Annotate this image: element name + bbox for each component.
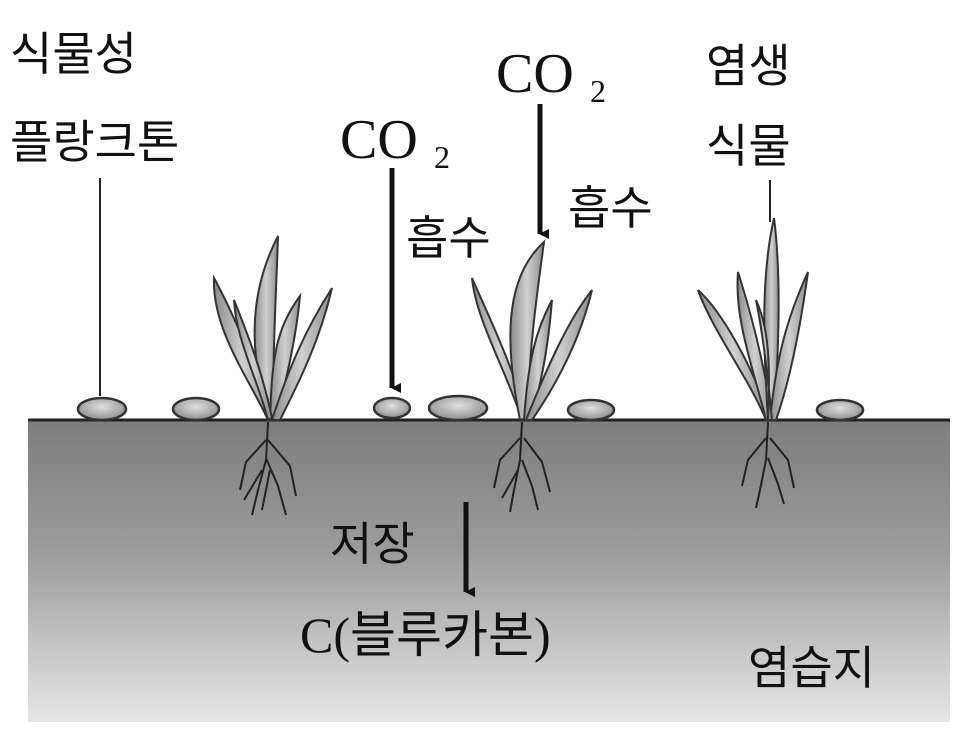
phytoplankton-label-line1: 식물성 xyxy=(10,27,137,81)
phytoplankton-group xyxy=(76,394,865,422)
absorb-left-label: 흡수 xyxy=(406,211,491,265)
co2-right-label: CO xyxy=(496,43,574,105)
salt-marsh-label: 염습지 xyxy=(748,641,875,695)
blue-carbon-label: C(블루카본) xyxy=(300,607,551,663)
phytoplankton-cell xyxy=(76,396,128,422)
phytoplankton-cell xyxy=(566,398,616,422)
halophyte-plant xyxy=(212,235,333,422)
salt-marsh-soil xyxy=(28,420,950,722)
plant-roots xyxy=(741,421,795,509)
absorb-right-label: 흡수 xyxy=(568,181,653,235)
halophyte-label-line1: 염생 xyxy=(706,39,791,93)
phytoplankton-cell xyxy=(427,394,489,422)
co2-left-label: CO xyxy=(340,109,418,171)
halophyte-plant xyxy=(697,217,809,422)
halophyte-label-line2: 식물 xyxy=(706,119,791,173)
phytoplankton-cell xyxy=(171,396,221,422)
co2-left-subscript: 2 xyxy=(434,139,450,175)
phytoplankton-label-line2: 플랑크톤 xyxy=(10,115,179,169)
phytoplankton-cell xyxy=(372,396,412,420)
plant-roots xyxy=(493,421,551,513)
plant-roots xyxy=(239,421,297,516)
co2-right-subscript: 2 xyxy=(590,73,606,109)
storage-label: 저장 xyxy=(330,517,415,571)
halophyte-plant xyxy=(471,239,593,422)
phytoplankton-cell xyxy=(815,398,865,422)
